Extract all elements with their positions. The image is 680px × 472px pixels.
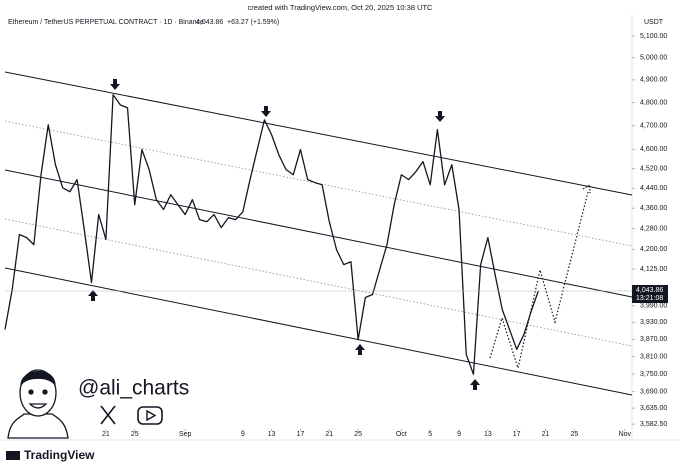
y-tick-label: 4,800.00 bbox=[640, 99, 667, 106]
arrow-up bbox=[88, 290, 98, 301]
x-icon-stroke bbox=[100, 405, 116, 425]
y-tick-label: 5,100.00 bbox=[640, 33, 667, 40]
y-tick-label: 4,520.00 bbox=[640, 165, 667, 172]
x-icon bbox=[100, 405, 116, 425]
countdown: 13:21:08 bbox=[636, 295, 663, 302]
x-tick-label: Oct bbox=[396, 431, 407, 438]
avatar-smile bbox=[28, 403, 48, 409]
x-tick-label: Nov bbox=[619, 431, 632, 438]
logo-icon bbox=[6, 451, 20, 460]
youtube-play bbox=[146, 409, 157, 422]
projection-head bbox=[582, 183, 591, 193]
y-tick-label: 4,200.00 bbox=[640, 246, 667, 253]
x-tick-label: 13 bbox=[268, 431, 276, 438]
x-tick-label: 13 bbox=[484, 431, 492, 438]
arrows bbox=[88, 79, 480, 390]
y-tick-label: 4,600.00 bbox=[640, 146, 667, 153]
y-tick-label: 3,635.00 bbox=[640, 405, 667, 412]
x-tick-label: 21 bbox=[325, 431, 333, 438]
y-tick-label: 3,750.00 bbox=[640, 371, 667, 378]
y-tick-label: 4,900.00 bbox=[640, 77, 667, 84]
logo: TradingView bbox=[24, 448, 95, 462]
y-tick-label: 3,870.00 bbox=[640, 336, 667, 343]
y-tick-label: 4,125.00 bbox=[640, 266, 667, 273]
price-label: 4,043.86 bbox=[636, 287, 663, 294]
x-tick-label: 9 bbox=[241, 431, 245, 438]
legend-change: +63.27 (+1.59%) bbox=[227, 19, 279, 26]
x-tick-label: 25 bbox=[570, 431, 578, 438]
arrow-down bbox=[435, 111, 445, 122]
legend-price: 4,043.86 bbox=[196, 19, 223, 26]
arrow-down bbox=[110, 79, 120, 90]
y-tick-label: 4,700.00 bbox=[640, 123, 667, 130]
price-label-box bbox=[632, 284, 668, 303]
x-tick-label: 17 bbox=[297, 431, 305, 438]
avatar-body bbox=[7, 413, 69, 439]
y-tick-label: 3,990.00 bbox=[640, 303, 667, 310]
x-tick-label: 17 bbox=[513, 431, 521, 438]
x-tick-label: Sep bbox=[179, 431, 192, 438]
arrow-up bbox=[355, 344, 365, 355]
avatar-head bbox=[19, 369, 57, 417]
handle: @ali_charts bbox=[78, 377, 189, 400]
x-tick-label: 25 bbox=[354, 431, 362, 438]
x-tick-label: 21 bbox=[542, 431, 550, 438]
x-tick-label: 21 bbox=[102, 431, 110, 438]
y-tick-label: 3,690.00 bbox=[640, 389, 667, 396]
arrow-up bbox=[470, 379, 480, 390]
avatar bbox=[7, 369, 69, 439]
x-tick-label: 5 bbox=[428, 431, 432, 438]
avatar-eye bbox=[42, 389, 48, 395]
y-tick-label: 4,360.00 bbox=[640, 205, 667, 212]
channel-top bbox=[4, 71, 633, 196]
youtube-icon bbox=[137, 406, 163, 425]
y-tick-label: 5,000.00 bbox=[640, 55, 667, 62]
channel bbox=[4, 71, 633, 396]
avatar-eye bbox=[28, 389, 34, 395]
y-tick-label: 3,930.00 bbox=[640, 319, 667, 326]
chart-title: Ethereum / TetherUS PERPETUAL CONTRACT ·… bbox=[8, 19, 204, 26]
y-tick-label: 4,440.00 bbox=[640, 185, 667, 192]
avatar-hair bbox=[20, 370, 56, 386]
y-tick-label: 3,810.00 bbox=[640, 353, 667, 360]
y-tick-label: 3,582.50 bbox=[640, 421, 667, 428]
currency: USDT bbox=[644, 19, 664, 26]
x-tick-label: 25 bbox=[131, 431, 139, 438]
y-tick-label: 4,280.00 bbox=[640, 225, 667, 232]
channel-bottom bbox=[4, 267, 633, 396]
price-line bbox=[4, 94, 539, 375]
arrow-down bbox=[261, 106, 271, 117]
channel-mid bbox=[4, 169, 633, 298]
header-credit: created with TradingView.com, Oct 20, 20… bbox=[248, 3, 434, 12]
x-tick-label: 9 bbox=[457, 431, 461, 438]
